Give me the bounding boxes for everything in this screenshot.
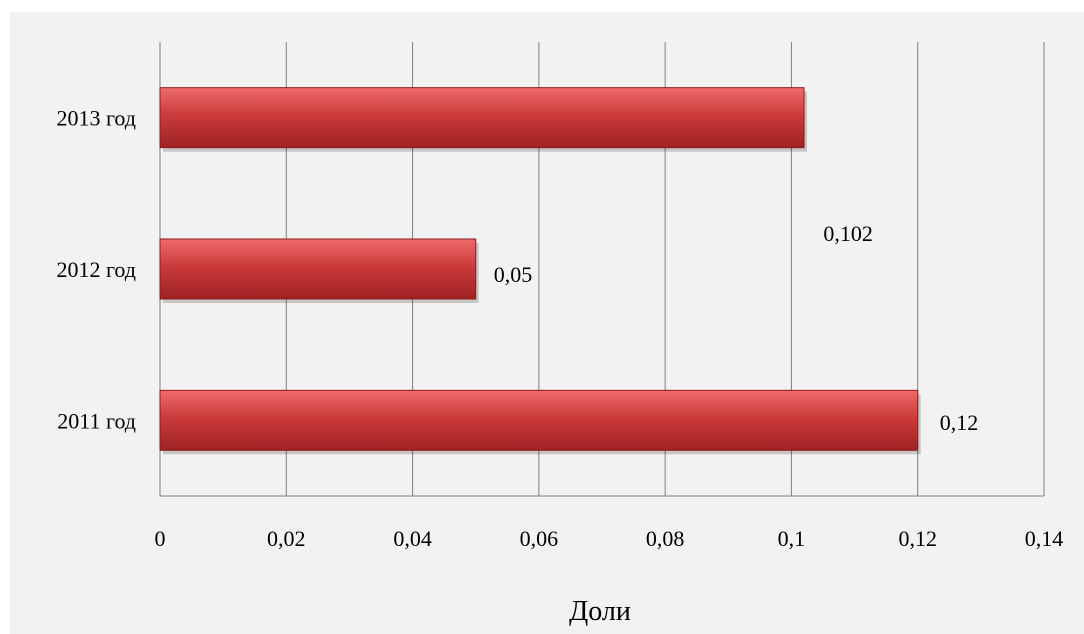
data-label: 0,12: [940, 410, 979, 435]
category-label: 2013 год: [56, 106, 136, 131]
category-label: 2012 год: [56, 257, 136, 282]
data-label: 0,05: [494, 262, 533, 287]
x-tick-label: 0,08: [646, 526, 685, 551]
bar: [159, 87, 805, 149]
data-label: 0,102: [823, 221, 873, 246]
category-label: 2011 год: [57, 408, 136, 433]
x-tick-label: 0: [155, 526, 166, 551]
x-axis-title: Доли: [569, 596, 631, 627]
x-tick-label: 0,12: [898, 526, 937, 551]
bar: [159, 238, 477, 300]
x-tick-label: 0,06: [520, 526, 559, 551]
bar: [159, 389, 919, 451]
x-tick-label: 0,1: [778, 526, 806, 551]
x-tick-label: 0,04: [393, 526, 432, 551]
x-tick-label: 0,02: [267, 526, 306, 551]
x-tick-label: 0,14: [1025, 526, 1064, 551]
bars: [159, 87, 921, 455]
labels: 0 0,02 0,04 0,06 0,08 0,1 0,12 0,14 2013 год 2012…: [56, 106, 1063, 551]
